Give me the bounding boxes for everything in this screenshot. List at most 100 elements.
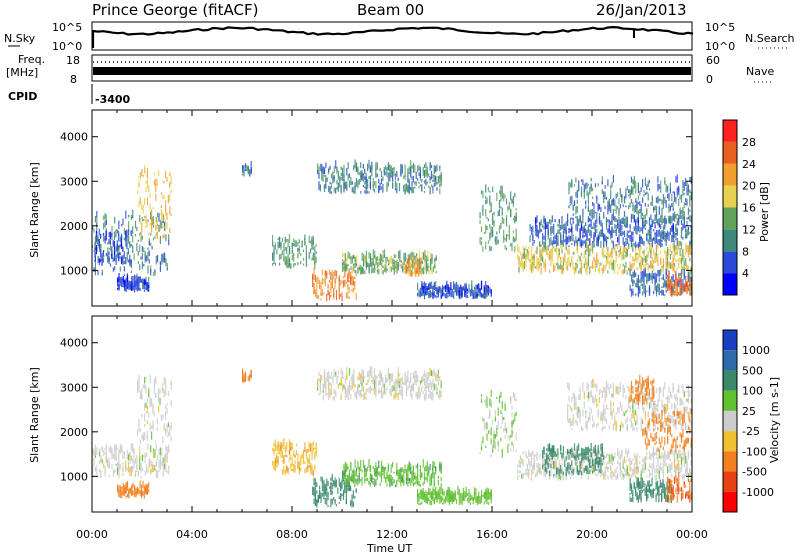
heatmap-cell — [601, 225, 603, 233]
heatmap-cell — [557, 229, 559, 234]
heatmap-cell — [439, 464, 441, 472]
heatmap-cell — [405, 269, 407, 274]
heatmap-cell — [94, 259, 96, 262]
heatmap-cell — [478, 292, 480, 297]
heatmap-cell — [565, 477, 567, 480]
heatmap-cell — [344, 394, 346, 400]
heatmap-cell — [407, 474, 409, 481]
heatmap-cell — [353, 165, 355, 171]
heatmap-cell — [632, 243, 634, 252]
heatmap-cell — [123, 451, 125, 454]
heatmap-cell — [324, 497, 326, 505]
heatmap-cell — [446, 493, 448, 500]
heatmap-cell — [368, 374, 370, 383]
heatmap-cell — [101, 448, 103, 452]
heatmap-cell — [120, 243, 123, 246]
heatmap-cell — [415, 465, 417, 469]
heatmap-cell — [417, 165, 419, 173]
heatmap-cell — [117, 283, 119, 287]
heatmap-cell — [419, 495, 421, 499]
heatmap-cell — [139, 391, 141, 400]
heatmap-cell — [587, 207, 589, 212]
heatmap-cell — [408, 383, 410, 388]
heatmap-cell — [682, 207, 684, 216]
heatmap-cell — [610, 251, 612, 256]
heatmap-cell — [158, 410, 160, 412]
heatmap-cell — [120, 238, 123, 247]
heatmap-cell — [582, 226, 584, 229]
heatmap-cell — [140, 468, 142, 473]
heatmap-region — [667, 270, 692, 297]
heatmap-cell — [572, 237, 574, 242]
heatmap-cell — [295, 443, 298, 447]
heatmap-cell — [472, 498, 474, 505]
heatmap-cell — [586, 241, 588, 250]
heatmap-cell — [288, 246, 291, 254]
heatmap-cell — [580, 266, 583, 275]
heatmap-cell — [365, 388, 367, 396]
heatmap-cell — [372, 267, 374, 273]
heatmap-cell — [636, 244, 638, 247]
heatmap-cell — [540, 263, 542, 267]
heatmap-cell — [321, 492, 323, 497]
heatmap-cell — [511, 421, 513, 428]
heatmap-cell — [96, 211, 98, 218]
heatmap-cell — [314, 503, 316, 506]
heatmap-cell — [128, 280, 130, 287]
heatmap-cell — [155, 393, 157, 398]
heatmap-cell — [676, 217, 678, 225]
heatmap-cell — [133, 464, 135, 469]
heatmap-cell — [582, 208, 584, 217]
heatmap-cell — [421, 385, 423, 393]
heatmap-cell — [673, 266, 676, 271]
heatmap-cell — [518, 271, 520, 275]
heatmap-cell — [319, 374, 321, 382]
heatmap-cell — [118, 284, 120, 290]
heatmap-cell — [561, 242, 563, 250]
heatmap-cell — [435, 374, 437, 381]
heatmap-cell — [98, 451, 101, 457]
heatmap-cell — [118, 454, 120, 463]
heatmap-cell — [437, 394, 439, 398]
velocity-heatmap — [92, 365, 692, 508]
heatmap-cell — [636, 200, 638, 209]
heatmap-cell — [611, 239, 613, 244]
heatmap-cell — [685, 284, 687, 288]
heatmap-cell — [508, 231, 510, 239]
heatmap-cell — [352, 504, 354, 508]
heatmap-cell — [567, 455, 569, 460]
heatmap-cell — [415, 370, 417, 377]
heatmap-cell — [483, 292, 485, 299]
heatmap-cell — [504, 194, 506, 198]
heatmap-cell — [664, 280, 666, 288]
heatmap-cell — [555, 459, 558, 468]
heatmap-cell — [395, 269, 397, 273]
heatmap-cell — [501, 216, 503, 224]
heatmap-cell — [361, 394, 363, 397]
heatmap-cell — [480, 444, 483, 448]
heatmap-cell — [312, 448, 314, 452]
heatmap-cell — [518, 459, 520, 468]
heatmap-cell — [98, 460, 101, 463]
heatmap-cell — [555, 472, 558, 479]
heatmap-cell — [354, 391, 356, 394]
heatmap-cell — [371, 481, 373, 484]
heatmap-cell — [467, 292, 469, 295]
heatmap-region — [342, 458, 442, 488]
heatmap-cell — [117, 484, 119, 493]
heatmap-cell — [92, 226, 94, 230]
heatmap-cell — [369, 182, 371, 190]
heatmap-cell — [280, 241, 282, 248]
heatmap-cell — [387, 183, 389, 187]
heatmap-cell — [603, 245, 605, 248]
heatmap-cell — [122, 473, 124, 476]
heatmap-cell — [308, 464, 310, 468]
heatmap-cell — [144, 198, 146, 206]
heatmap-cell — [503, 428, 505, 433]
heatmap-cell — [519, 260, 521, 267]
heatmap-cell — [367, 262, 369, 267]
heatmap-cell — [521, 253, 523, 258]
heatmap-cell — [128, 259, 130, 263]
heatmap-cell — [372, 177, 374, 187]
heatmap-cell — [305, 467, 307, 473]
